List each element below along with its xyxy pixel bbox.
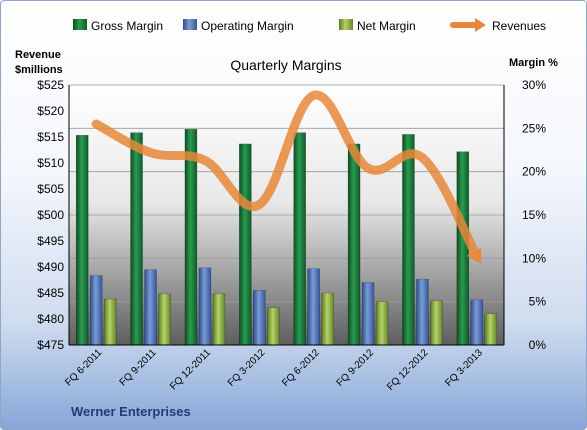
- operating-margin-bar: [253, 290, 266, 346]
- right-tick-label: 10%: [522, 251, 546, 265]
- net-margin-bar: [375, 301, 389, 346]
- right-axis-title: Margin %: [509, 57, 558, 69]
- right-tick-label: 5%: [529, 295, 547, 309]
- legend-swatch-gross-margin: [73, 19, 87, 30]
- operating-margin-bar: [307, 268, 320, 346]
- right-tick-label: 20%: [522, 165, 546, 179]
- left-tick-label: $505: [37, 182, 64, 196]
- gross-margin-bar: [293, 132, 306, 346]
- x-tick-label: FQ 9-2012: [335, 347, 377, 389]
- operating-margin-bar: [144, 269, 157, 346]
- net-margin-bar: [212, 293, 226, 346]
- chart-title: Quarterly Margins: [230, 57, 341, 73]
- company-name: Werner Enterprises: [71, 404, 191, 419]
- legend-label-gross-margin: Gross Margin: [91, 19, 163, 33]
- legend-swatch-operating-margin: [183, 19, 197, 30]
- net-margin-bar: [321, 292, 334, 346]
- legend-swatch-net-margin: [339, 19, 353, 30]
- left-tick-label: $520: [37, 104, 64, 118]
- gross-margin-bar: [347, 143, 361, 346]
- operating-margin-bar: [361, 282, 375, 346]
- legend-swatch-revenues: [450, 18, 486, 32]
- revenues-line: [91, 90, 482, 262]
- gross-margin-bar: [402, 134, 415, 346]
- x-tick-label: FQ 6-2011: [63, 347, 104, 388]
- gross-margin-bar: [75, 135, 89, 346]
- x-tick-label: FQ 9-2011: [118, 347, 159, 388]
- net-margin-bar: [158, 293, 171, 346]
- left-tick-label: $500: [37, 208, 64, 222]
- net-margin-bar: [103, 298, 117, 346]
- operating-margin-bar: [416, 278, 429, 346]
- left-tick-label: $480: [37, 312, 64, 326]
- left-tick-label: $510: [37, 156, 64, 170]
- left-tick-label: $495: [37, 234, 64, 248]
- revenues-arrowhead: [466, 247, 482, 264]
- legend-label-net-margin: Net Margin: [357, 19, 416, 33]
- bars: [75, 128, 498, 346]
- left-tick-label: $475: [37, 338, 64, 352]
- net-margin-bar: [484, 313, 498, 346]
- left-axis-title-line1: Revenue: [15, 49, 61, 61]
- left-tick-label: $515: [37, 130, 64, 144]
- left-tick-label: $485: [37, 286, 64, 300]
- legend-label-revenues: Revenues: [492, 19, 546, 33]
- x-tick-label: FQ 12-2012: [385, 347, 431, 393]
- legend: Gross Margin Operating Margin Net Margin…: [73, 18, 546, 33]
- left-tick-label: $525: [37, 78, 64, 92]
- left-tick-label: $490: [37, 260, 64, 274]
- right-tick-label: 25%: [522, 121, 546, 135]
- left-axis-title-line2: $millions: [15, 64, 63, 76]
- legend-label-operating-margin: Operating Margin: [201, 19, 294, 33]
- operating-margin-bar: [470, 299, 484, 346]
- x-tick-label: FQ 3-2012: [226, 347, 268, 389]
- right-axis-ticks: 30% 25% 20% 15% 10% 5% 0%: [522, 78, 546, 352]
- revenue-line: [91, 90, 482, 264]
- net-margin-bar: [430, 300, 443, 346]
- operating-margin-bar: [89, 275, 103, 346]
- gross-margin-bar: [130, 132, 143, 346]
- x-axis-ticks: FQ 6-2011 FQ 9-2011 FQ 12-2011 FQ 3-2012 FQ …: [63, 347, 485, 393]
- right-tick-label: 30%: [522, 78, 546, 92]
- gross-margin-bar: [239, 143, 252, 346]
- left-axis-ticks: $525 $520 $515 $510 $505 $500 $495 $490 $485 $480…: [37, 78, 64, 352]
- x-tick-label: FQ 12-2011: [168, 347, 213, 392]
- net-margin-bar: [267, 307, 280, 346]
- right-tick-label: 0%: [529, 338, 547, 352]
- gross-margin-bar: [456, 151, 470, 346]
- operating-margin-bar: [198, 267, 212, 346]
- x-tick-label: FQ 3-2013: [443, 347, 485, 389]
- right-tick-label: 15%: [522, 208, 546, 222]
- x-tick-label: FQ 6-2012: [280, 347, 322, 389]
